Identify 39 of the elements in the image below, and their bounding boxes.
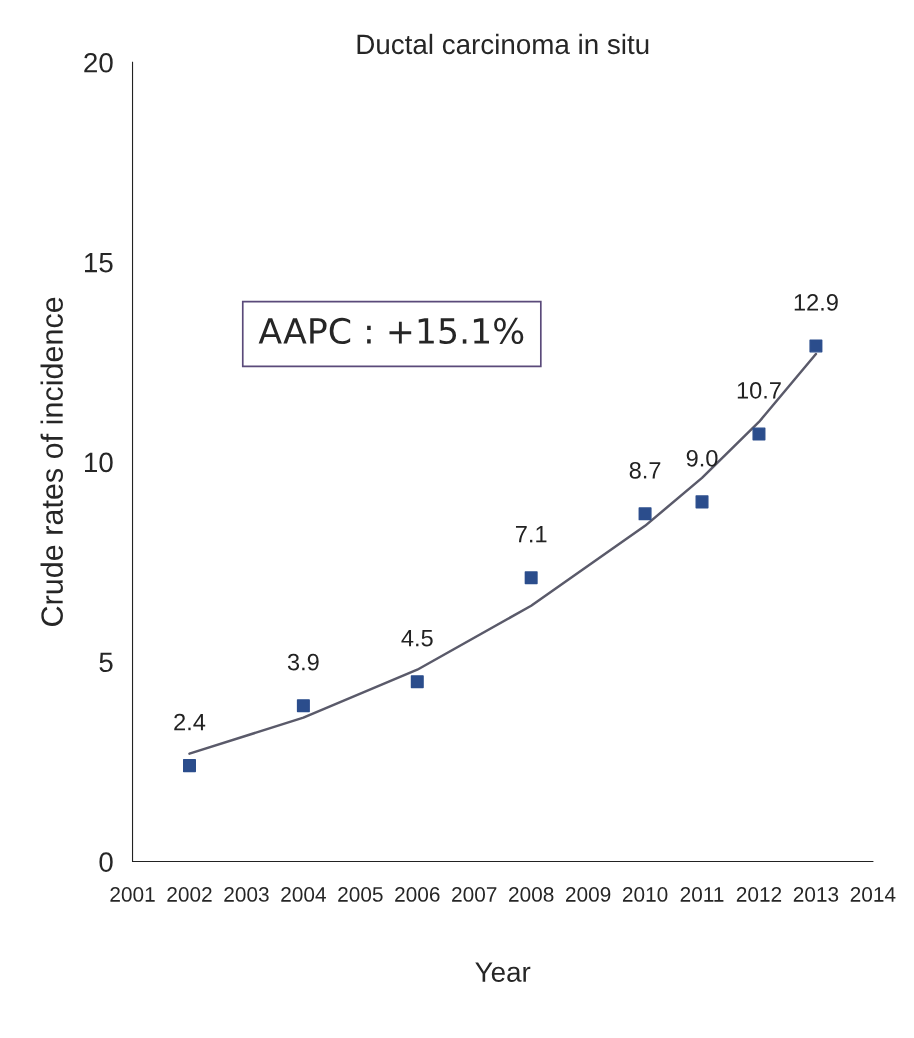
y-tick-label: 15 xyxy=(85,253,113,273)
x-tick-label: 2002 xyxy=(167,887,212,902)
point xyxy=(410,675,424,689)
data-label: 10.7 xyxy=(737,381,781,399)
x-tick-label: 2013 xyxy=(793,887,839,902)
x-tick-label: 2005 xyxy=(338,887,383,902)
y-tick-label: 10 xyxy=(85,452,113,473)
annotation: AAPC : +15.1% xyxy=(258,317,524,345)
data-label: 2.4 xyxy=(174,713,206,731)
x-tick-label: 2012 xyxy=(736,887,782,902)
data-label: 3.9 xyxy=(287,653,319,671)
point xyxy=(182,759,196,773)
x-tick-label: 2014 xyxy=(850,887,896,902)
data-label: 8.7 xyxy=(629,461,661,479)
x-tick-label: 2006 xyxy=(395,887,440,902)
x-tick-label: 2001 xyxy=(110,887,155,902)
x-tick-label: 2011 xyxy=(680,887,724,902)
y-tick-label: 5 xyxy=(99,652,113,673)
y-tick-label: 20 xyxy=(84,52,113,73)
x-tick-label: 2009 xyxy=(566,887,611,902)
y-axis-title: Crude rates of incidence xyxy=(40,297,63,626)
y-tick-label: 0 xyxy=(99,852,113,872)
point xyxy=(524,571,538,585)
chart-title: Ductal carcinoma in situ xyxy=(357,33,649,55)
x-tick-label: 2008 xyxy=(509,887,554,902)
x-axis-title: Year xyxy=(475,962,531,982)
x-tick-label: 2003 xyxy=(224,887,269,902)
data-label: 12.9 xyxy=(794,294,838,311)
point xyxy=(752,427,766,441)
point xyxy=(638,507,652,521)
point xyxy=(296,699,310,713)
point xyxy=(809,339,823,353)
data-label: 7.1 xyxy=(515,526,547,543)
data-label: 4.5 xyxy=(401,630,433,647)
x-tick-label: 2007 xyxy=(452,887,497,902)
x-tick-label: 2004 xyxy=(281,887,326,902)
x-tick-label: 2010 xyxy=(622,887,668,902)
point xyxy=(695,495,709,509)
data-label: 9.0 xyxy=(686,449,718,467)
